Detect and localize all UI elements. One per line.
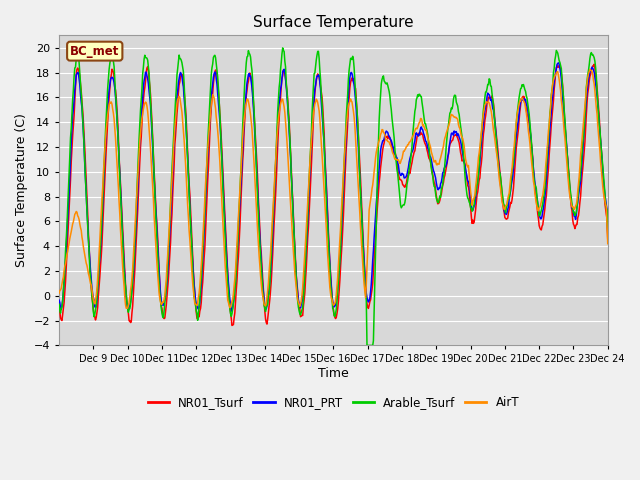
Arable_Tsurf bbox=[131, 255, 138, 261]
AirT bbox=[55, 290, 63, 296]
Line: AirT: AirT bbox=[59, 70, 608, 308]
NR01_Tsurf bbox=[519, 94, 527, 99]
NR01_PRT bbox=[555, 60, 563, 66]
NR01_PRT bbox=[55, 297, 63, 303]
Arable_Tsurf bbox=[520, 82, 527, 87]
AirT bbox=[131, 227, 139, 233]
Arable_Tsurf bbox=[279, 45, 287, 51]
Arable_Tsurf bbox=[604, 230, 612, 236]
NR01_PRT bbox=[64, 219, 72, 225]
Y-axis label: Surface Temperature (C): Surface Temperature (C) bbox=[15, 113, 28, 267]
Line: Arable_Tsurf: Arable_Tsurf bbox=[59, 48, 608, 346]
Line: NR01_Tsurf: NR01_Tsurf bbox=[59, 64, 608, 325]
NR01_Tsurf bbox=[451, 133, 458, 139]
NR01_PRT bbox=[176, 72, 184, 77]
NR01_Tsurf bbox=[55, 300, 63, 306]
Text: BC_met: BC_met bbox=[70, 45, 120, 58]
NR01_Tsurf bbox=[604, 237, 612, 242]
AirT bbox=[451, 114, 458, 120]
NR01_PRT bbox=[451, 128, 458, 134]
Title: Surface Temperature: Surface Temperature bbox=[253, 15, 413, 30]
NR01_Tsurf bbox=[590, 61, 598, 67]
NR01_Tsurf bbox=[64, 237, 72, 242]
NR01_PRT bbox=[604, 230, 612, 236]
Arable_Tsurf bbox=[451, 92, 459, 98]
NR01_Tsurf bbox=[228, 323, 236, 328]
X-axis label: Time: Time bbox=[318, 367, 349, 380]
Arable_Tsurf bbox=[503, 203, 511, 209]
Arable_Tsurf bbox=[176, 56, 184, 61]
Arable_Tsurf bbox=[55, 301, 63, 307]
AirT bbox=[64, 249, 72, 254]
Line: NR01_PRT: NR01_PRT bbox=[59, 63, 608, 312]
NR01_Tsurf bbox=[176, 79, 184, 85]
AirT bbox=[586, 67, 594, 72]
NR01_PRT bbox=[502, 212, 510, 217]
AirT bbox=[604, 241, 612, 247]
AirT bbox=[502, 202, 510, 208]
AirT bbox=[177, 99, 184, 105]
NR01_PRT bbox=[519, 97, 527, 103]
AirT bbox=[122, 305, 130, 311]
AirT bbox=[519, 96, 527, 102]
Arable_Tsurf bbox=[64, 205, 72, 211]
Legend: NR01_Tsurf, NR01_PRT, Arable_Tsurf, AirT: NR01_Tsurf, NR01_PRT, Arable_Tsurf, AirT bbox=[143, 392, 524, 414]
NR01_Tsurf bbox=[131, 280, 138, 286]
Arable_Tsurf bbox=[363, 343, 371, 348]
NR01_PRT bbox=[131, 260, 138, 266]
NR01_PRT bbox=[228, 309, 236, 314]
NR01_Tsurf bbox=[502, 216, 510, 222]
